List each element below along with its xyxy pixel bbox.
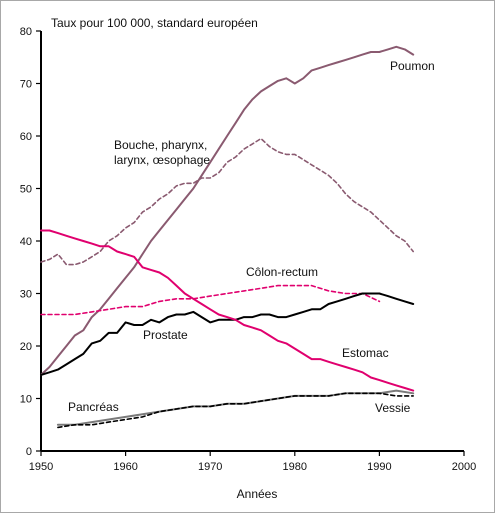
- labels: Taux pour 100 000, standard européen Ann…: [51, 16, 435, 501]
- y-tick-label: 80: [20, 26, 32, 38]
- series-label-prostate: Prostate: [143, 328, 188, 342]
- series-line-bouche: [40, 137, 415, 266]
- y-tick-label: 40: [20, 236, 32, 248]
- series-label-colon-rectum: Côlon-rectum: [246, 265, 318, 279]
- series-label-pancreas: Pancréas: [68, 400, 119, 414]
- y-tick-label: 20: [20, 341, 32, 353]
- series-line-côlon: [40, 284, 381, 316]
- y-tick-label: 60: [20, 131, 32, 143]
- x-axis-title: Années: [237, 487, 278, 501]
- x-tick-label: 1950: [29, 461, 53, 473]
- x-tick-label: 1980: [283, 461, 307, 473]
- series-line-prostate: [40, 292, 415, 376]
- x-tick-label: 1970: [198, 461, 222, 473]
- series-label-poumon: Poumon: [390, 59, 435, 73]
- x-tick-label: 2000: [452, 461, 476, 473]
- series-label-bouche: Bouche, pharynx, larynx, œsophage: [114, 138, 211, 167]
- y-tick-label: 50: [20, 184, 32, 196]
- series-layer: [40, 45, 415, 429]
- y-tick-label: 0: [26, 446, 32, 458]
- y-tick-label: 70: [20, 79, 32, 91]
- y-axis-title: Taux pour 100 000, standard européen: [51, 16, 258, 30]
- series-line-vessie: [57, 392, 415, 429]
- series-line-poumon: [40, 45, 415, 376]
- series-label-bouche-line2: larynx, œsophage: [114, 153, 210, 167]
- series-label-estomac: Estomac: [342, 346, 389, 360]
- x-tick-label: 1990: [367, 461, 391, 473]
- axes: 0 10 20 30 40 50 60 70 80 1950 1960 1970 1980 1990 200…: [20, 26, 476, 473]
- series-label-bouche-line1: Bouche, pharynx,: [114, 138, 207, 152]
- y-tick-label: 10: [20, 394, 32, 406]
- x-tick-label: 1960: [113, 461, 137, 473]
- series-label-vessie: Vessie: [375, 401, 411, 415]
- y-tick-label: 30: [20, 289, 32, 301]
- series-line-pancréas: [56, 389, 415, 426]
- series-line-estomac: [40, 229, 415, 392]
